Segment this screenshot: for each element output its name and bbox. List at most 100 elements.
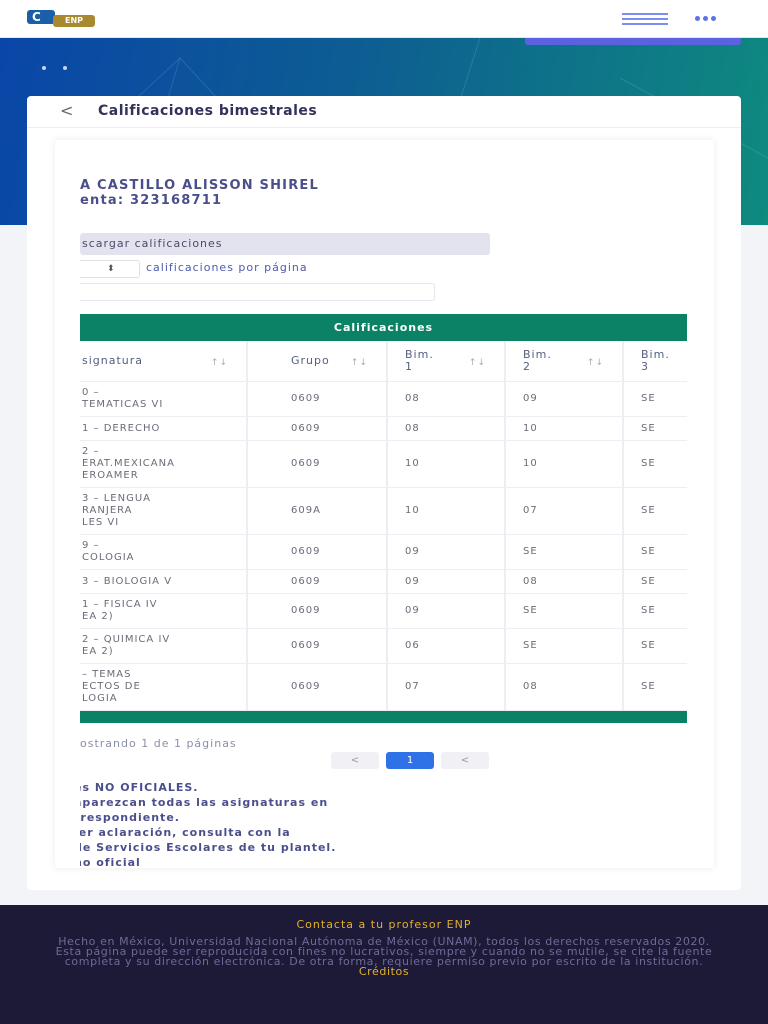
table-cell: 3 – LENGUA RANJERA LES VI: [80, 488, 248, 534]
more-options-icon[interactable]: [695, 16, 719, 21]
table-cell: 609A: [248, 488, 388, 534]
cell-text: 09: [405, 575, 420, 587]
cell-text: 09: [405, 546, 420, 557]
cell-text: 0609: [291, 458, 321, 469]
table-cell: SE: [506, 629, 624, 663]
table-cell: 0609: [248, 664, 388, 710]
note-line: ier aclaración, consulta con la: [80, 826, 291, 839]
table-cell: 2 – QUIMICA IV EA 2): [80, 629, 248, 663]
column-header-grupo[interactable]: Grupo ↑↓: [248, 341, 388, 381]
search-input[interactable]: [80, 283, 435, 301]
column-header-bim3[interactable]: Bim. 3: [624, 341, 687, 381]
table-cell: 08: [506, 664, 624, 710]
table-cell: 0609: [248, 441, 388, 487]
grades-panel: A CASTILLO ALISSON SHIREL enta: 32316871…: [55, 140, 714, 868]
column-label: Grupo: [291, 354, 330, 367]
cell-text: 10: [523, 422, 538, 434]
cell-text: 08: [405, 393, 420, 404]
contact-teacher-link[interactable]: Contacta a tu profesor ENP: [296, 918, 472, 931]
cell-text: 09: [405, 605, 420, 616]
cell-text: 07: [523, 505, 538, 516]
cell-text: 9 – COLOGIA: [82, 540, 135, 563]
note-line: aparezcan todas las asignaturas en: [80, 796, 329, 809]
cell-text: SE: [641, 393, 656, 404]
table-row: – TEMAS ECTOS DE LOGIA 0609 07 08 SE: [80, 664, 687, 711]
cell-text: 3 – LENGUA RANJERA LES VI: [82, 493, 151, 528]
table-row: 1 – FISICA IV EA 2) 0609 09 SE SE: [80, 594, 687, 629]
hamburger-menu-icon[interactable]: [622, 13, 668, 25]
card-title: Calificaciones bimestrales: [98, 103, 318, 119]
table-row: 2 – ERAT.MEXICANA EROAMER 0609 10 10 SE: [80, 441, 687, 488]
student-name: A CASTILLO ALISSON SHIREL: [80, 178, 319, 193]
table-row: 3 – LENGUA RANJERA LES VI 609A 10 07 SE: [80, 488, 687, 535]
cell-text: 06: [405, 640, 420, 651]
table-header-row: signatura ↑↓ Grupo ↑↓ Bim. 1 ↑↓ Bim. 2 ↑↓ Bi…: [80, 341, 687, 382]
table-row: 2 – QUIMICA IV EA 2) 0609 06 SE SE: [80, 629, 687, 664]
cell-text: 0 – TEMATICAS VI: [82, 387, 164, 410]
table-cell: SE: [624, 570, 687, 593]
logo-c: C: [27, 10, 55, 24]
sort-icon[interactable]: ↑↓: [468, 358, 486, 368]
table-cell: SE: [506, 594, 624, 628]
sort-icon[interactable]: ↑↓: [350, 358, 368, 368]
grades-table: signatura ↑↓ Grupo ↑↓ Bim. 1 ↑↓ Bim. 2 ↑↓ Bi…: [80, 341, 687, 711]
download-grades-button[interactable]: scargar calificaciones: [80, 233, 490, 255]
table-cell: SE: [624, 382, 687, 416]
note-line: de Servicios Escolares de tu plantel.: [80, 841, 337, 854]
table-cell: 07: [506, 488, 624, 534]
table-row: 9 – COLOGIA 0609 09 SE SE: [80, 535, 687, 570]
cell-text: – TEMAS ECTOS DE LOGIA: [82, 669, 141, 704]
cell-text: SE: [523, 640, 538, 651]
column-header-bim2[interactable]: Bim. 2 ↑↓: [506, 341, 624, 381]
page-1-button[interactable]: 1: [386, 752, 434, 769]
student-account: enta: 323168711: [80, 193, 223, 208]
column-label: signatura: [82, 354, 144, 367]
column-label: Bim. 2: [523, 348, 552, 373]
cell-text: SE: [641, 546, 656, 557]
back-chevron-icon[interactable]: <: [60, 101, 74, 120]
table-cell: 2 – ERAT.MEXICANA EROAMER: [80, 441, 248, 487]
table-row: 3 – BIOLOGIA V 0609 09 08 SE: [80, 570, 687, 594]
note-line: rrespondiente.: [80, 811, 180, 824]
per-page-select[interactable]: 0⬍: [80, 260, 140, 278]
cell-text: 08: [405, 422, 420, 434]
table-row: 1 – DERECHO 0609 08 10 SE: [80, 417, 687, 441]
table-cell: 0609: [248, 594, 388, 628]
cell-text: 07: [405, 681, 420, 692]
table-cell: 10: [506, 417, 624, 440]
cell-text: 10: [523, 458, 538, 469]
table-cell: SE: [624, 488, 687, 534]
next-page-button[interactable]: <: [441, 752, 489, 769]
cell-text: SE: [523, 546, 538, 557]
cell-text: 3 – BIOLOGIA V: [82, 575, 173, 587]
cell-text: 0609: [291, 575, 321, 587]
select-arrows-icon: ⬍: [107, 264, 115, 274]
table-cell: 09: [388, 594, 506, 628]
column-header-asignatura[interactable]: signatura ↑↓: [80, 341, 248, 381]
grades-card: < Calificaciones bimestrales A CASTILLO …: [27, 96, 741, 890]
table-cell: 08: [388, 417, 506, 440]
banner-action-button[interactable]: [525, 38, 741, 45]
sort-icon[interactable]: ↑↓: [210, 358, 228, 368]
table-cell: 06: [388, 629, 506, 663]
cell-text: SE: [641, 605, 656, 616]
column-label: Bim. 1: [405, 348, 434, 373]
cell-text: 1 – DERECHO: [82, 422, 161, 434]
enp-logo[interactable]: C ENP: [27, 10, 99, 28]
column-header-bim1[interactable]: Bim. 1 ↑↓: [388, 341, 506, 381]
column-label: Bim. 3: [641, 348, 670, 373]
table-cell: – TEMAS ECTOS DE LOGIA: [80, 664, 248, 710]
table-cell: 3 – BIOLOGIA V: [80, 570, 248, 593]
cell-text: 2 – ERAT.MEXICANA EROAMER: [82, 446, 175, 481]
table-cell: 0 – TEMATICAS VI: [80, 382, 248, 416]
credits-link[interactable]: Créditos: [358, 965, 410, 978]
pagination-info: ostrando 1 de 1 páginas: [80, 737, 237, 750]
table-cell: 0609: [248, 417, 388, 440]
table-cell: SE: [624, 535, 687, 569]
logo-enp: ENP: [53, 15, 95, 27]
table-cell: 0609: [248, 382, 388, 416]
table-cell: 0609: [248, 535, 388, 569]
sort-icon[interactable]: ↑↓: [586, 358, 604, 368]
prev-page-button[interactable]: <: [331, 752, 379, 769]
table-cell: 10: [388, 441, 506, 487]
